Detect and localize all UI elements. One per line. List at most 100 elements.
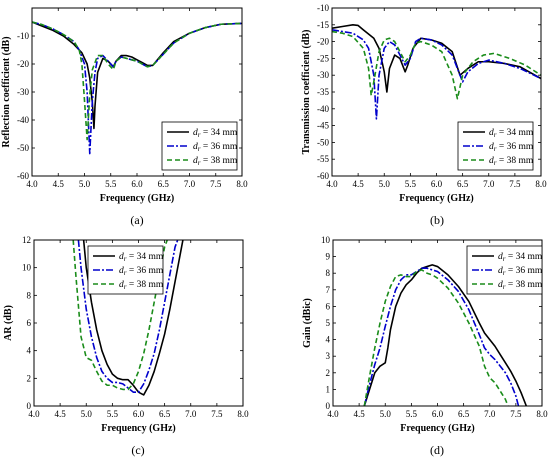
x-tick-label: 7.0: [483, 179, 495, 189]
y-tick-label: -10: [317, 3, 329, 13]
panel-a: 4.0 4.5 5.0 5.5 6.0 6.5 7.0 7.5 8.0 -60 -50 -40 -30 -…: [1, 7, 248, 227]
x-axis-label: Frequency (GHz): [400, 423, 475, 434]
y-tick-label: 3: [326, 351, 331, 361]
y-tick-label: -60: [17, 171, 29, 181]
series-line-1: [363, 264, 528, 406]
y-axis-label: Reflection coefficient (dB): [1, 36, 12, 147]
x-tick-label: 7.5: [509, 179, 521, 189]
y-axis-label: AR (dB): [3, 305, 14, 341]
y-tick-label: -20: [17, 59, 29, 69]
x-tick-label: 7.0: [184, 179, 196, 189]
panel-caption: (c): [131, 443, 144, 457]
legend-label: dr = 36 mm: [489, 142, 534, 153]
legend-label: dr = 34 mm: [193, 128, 238, 139]
y-tick-label: 2: [326, 368, 331, 378]
y-tick-label: -50: [17, 143, 29, 153]
y-tick-label: 10: [22, 263, 32, 273]
legend: dr = 34 mm dr = 36 mm dr = 38 mm: [161, 121, 238, 171]
panel-b: 4.0 4.5 5.0 5.5 6.0 6.5 7.0 7.5 8.0 -60 -55 -50 -45 -…: [301, 3, 547, 227]
legend: dr = 34 mm dr = 36 mm dr = 38 mm: [466, 245, 543, 295]
x-axis-label: Frequency (GHz): [100, 193, 175, 204]
x-tick-label: 4.5: [55, 409, 67, 419]
y-axis-label: Gain (dBic): [302, 298, 313, 348]
series-line-2: [77, 240, 179, 393]
x-tick-label: 5.0: [79, 179, 91, 189]
y-tick-label: 8: [326, 268, 331, 278]
y-tick-label: 0: [326, 401, 331, 411]
x-tick-label: 4.0: [326, 179, 338, 189]
legend-label: dr = 36 mm: [193, 142, 238, 153]
x-tick-label: 5.5: [405, 179, 417, 189]
x-axis-label: Frequency (GHz): [101, 423, 176, 434]
series-line-1: [332, 24, 541, 93]
y-tick-label: 6: [27, 318, 32, 328]
x-tick-label: 8.0: [236, 179, 248, 189]
x-tick-label: 6.5: [457, 179, 469, 189]
panel-d: 4.0 4.5 5.0 5.5 6.0 6.5 7.0 7.5 8.0 0 1 2 3 4 5 6 7 8 9 10 F…: [302, 235, 548, 457]
y-tick-label: 8: [27, 290, 32, 300]
x-tick-label: 7.5: [210, 179, 222, 189]
x-tick-label: 8.0: [237, 409, 249, 419]
y-tick-label: -30: [17, 87, 29, 97]
y-tick-label: 12: [22, 235, 31, 245]
x-tick-label: 7.0: [484, 409, 496, 419]
y-tick-label: 2: [27, 373, 32, 383]
panel-caption: (a): [130, 213, 143, 227]
y-tick-label: -20: [317, 37, 329, 47]
x-tick-label: 5.0: [380, 409, 392, 419]
x-tick-label: 5.5: [406, 409, 418, 419]
y-tick-label: -35: [317, 87, 329, 97]
y-tick-label: 4: [326, 335, 331, 345]
x-tick-label: 7.5: [510, 409, 522, 419]
y-tick-label: -60: [317, 171, 329, 181]
y-tick-label: 0: [27, 401, 32, 411]
legend-label: dr = 38 mm: [193, 156, 238, 167]
legend-box: [161, 121, 238, 171]
x-tick-label: 5.5: [105, 179, 117, 189]
legend-box: [87, 245, 164, 295]
legend-label: dr = 38 mm: [489, 156, 534, 167]
x-tick-label: 4.5: [53, 179, 65, 189]
y-tick-label: -50: [317, 137, 329, 147]
y-tick-label: 7: [326, 285, 331, 295]
series-line-3: [332, 30, 541, 100]
y-tick-label: 1: [326, 384, 331, 394]
y-tick-label: -15: [317, 20, 329, 30]
legend-label: dr = 36 mm: [119, 266, 164, 277]
legend-label: dr = 36 mm: [498, 266, 543, 277]
x-tick-label: 6.5: [458, 409, 470, 419]
y-tick-label: -25: [317, 53, 329, 63]
x-tick-label: 6.0: [432, 409, 444, 419]
y-tick-label: -40: [17, 115, 29, 125]
y-axis-label: Transmission coefficient (dB): [301, 30, 312, 155]
y-tick-label: -40: [317, 104, 329, 114]
series-line-3: [363, 269, 509, 406]
y-tick-label: -10: [17, 31, 29, 41]
legend-box: [466, 245, 543, 295]
series-line-2: [32, 21, 242, 155]
x-tick-label: 4.0: [327, 409, 339, 419]
series-line-3: [32, 21, 242, 141]
y-tick-label: 5: [326, 318, 331, 328]
x-tick-label: 4.5: [354, 409, 366, 419]
x-tick-label: 6.0: [133, 409, 145, 419]
x-tick-label: 5.5: [107, 409, 119, 419]
x-tick-label: 4.0: [26, 179, 38, 189]
panel-caption: (b): [430, 213, 444, 227]
legend-box: [457, 121, 534, 171]
y-tick-label: 10: [321, 235, 331, 245]
series-line-2: [332, 29, 541, 120]
x-tick-label: 5.0: [81, 409, 93, 419]
legend-label: dr = 38 mm: [498, 280, 543, 291]
x-tick-label: 7.0: [185, 409, 197, 419]
x-tick-label: 6.0: [131, 179, 143, 189]
x-tick-label: 4.0: [28, 409, 40, 419]
legend-label: dr = 34 mm: [119, 252, 164, 263]
y-tick-label: 6: [326, 301, 331, 311]
series-line-3: [72, 240, 168, 391]
series-line-1: [82, 240, 184, 396]
x-axis-label: Frequency (GHz): [399, 193, 474, 204]
y-tick-label: -45: [317, 121, 329, 131]
x-tick-label: 5.0: [379, 179, 391, 189]
